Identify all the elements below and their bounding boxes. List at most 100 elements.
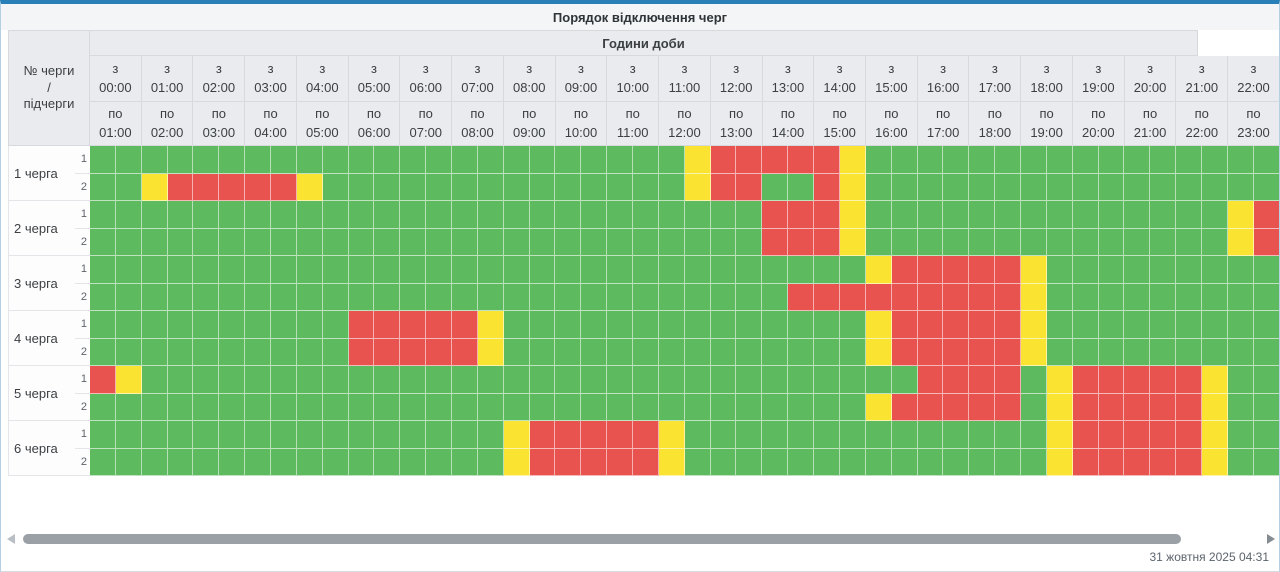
schedule-cell	[141, 421, 168, 449]
schedule-cell	[788, 146, 815, 174]
schedule-cell	[1253, 283, 1279, 311]
schedule-cell	[348, 448, 375, 476]
schedule-cell	[736, 338, 763, 366]
schedule-cell	[1046, 146, 1073, 174]
schedule-cell	[296, 173, 323, 201]
schedule-cell	[865, 146, 892, 174]
schedule-cell	[710, 338, 737, 366]
schedule-cell	[891, 448, 918, 476]
corner-line-3: підчерги	[23, 96, 75, 112]
schedule-cell	[1098, 173, 1125, 201]
schedule-cell	[374, 338, 401, 366]
schedule-cell	[1020, 228, 1047, 256]
schedule-cell	[322, 311, 349, 339]
schedule-cell	[555, 448, 582, 476]
schedule-cell	[1253, 173, 1279, 201]
schedule-cell	[633, 366, 659, 394]
schedule-cell	[633, 146, 659, 174]
schedule-cell	[581, 201, 608, 229]
schedule-cell	[969, 146, 996, 174]
schedule-cell	[245, 201, 272, 229]
schedule-cell	[1253, 146, 1279, 174]
schedule-cell	[271, 421, 297, 449]
schedule-cell	[452, 421, 478, 449]
schedule-cell	[710, 283, 737, 311]
schedule-cell	[115, 173, 142, 201]
schedule-cell	[969, 421, 996, 449]
schedule-cell	[1020, 173, 1047, 201]
hours-of-day-header: Години доби	[90, 30, 1198, 56]
schedule-cell	[710, 201, 737, 229]
schedule-cell	[788, 366, 815, 394]
schedule-cell	[633, 448, 659, 476]
subqueue-number: 2	[75, 338, 90, 366]
schedule-cell	[684, 256, 711, 284]
schedule-cell	[400, 201, 427, 229]
schedule-cell	[271, 256, 297, 284]
subqueue-cells-column	[90, 256, 1279, 311]
schedule-cell	[1098, 256, 1125, 284]
schedule-cell	[865, 338, 892, 366]
schedule-cell	[555, 393, 582, 421]
schedule-cell	[115, 146, 142, 174]
scroll-left-icon[interactable]	[7, 534, 15, 544]
schedule-cell	[736, 366, 763, 394]
schedule-cell	[839, 256, 866, 284]
schedule-cell	[943, 146, 970, 174]
schedule-cell	[452, 393, 478, 421]
schedule-cell	[1098, 448, 1125, 476]
queue-label: 5 черга	[8, 366, 75, 421]
schedule-cell	[762, 448, 789, 476]
schedule-cell	[219, 393, 246, 421]
schedule-cell	[1098, 366, 1125, 394]
schedule-cell	[607, 256, 634, 284]
schedule-cell	[1046, 228, 1073, 256]
schedule-cell	[762, 366, 789, 394]
schedule-cell	[943, 338, 970, 366]
schedule-cell	[271, 366, 297, 394]
schedule-cell	[167, 421, 194, 449]
scrollbar-track[interactable]	[21, 534, 1261, 544]
schedule-cell	[322, 173, 349, 201]
scroll-right-icon[interactable]	[1267, 534, 1275, 544]
schedule-cell	[607, 338, 634, 366]
scrollbar-thumb[interactable]	[23, 534, 1181, 544]
schedule-cell	[1046, 393, 1073, 421]
schedule-cell	[271, 393, 297, 421]
subqueue-number: 2	[75, 173, 90, 201]
time-from-cell: з 10:00	[607, 56, 660, 102]
schedule-cell	[710, 366, 737, 394]
schedule-cell	[581, 228, 608, 256]
schedule-cell	[1046, 256, 1073, 284]
schedule-cell	[477, 146, 504, 174]
schedule-cell	[1072, 146, 1099, 174]
schedule-cell	[529, 448, 556, 476]
schedule-cell	[1124, 283, 1151, 311]
schedule-cell	[814, 256, 840, 284]
subqueue-cells-column	[90, 201, 1279, 256]
schedule-cell	[658, 256, 685, 284]
schedule-cell	[90, 393, 116, 421]
schedule-cell	[193, 448, 220, 476]
schedule-cell	[1227, 201, 1254, 229]
schedule-cell	[943, 283, 970, 311]
schedule-cell	[193, 173, 220, 201]
schedule-cell	[814, 448, 840, 476]
schedule-cell	[814, 146, 840, 174]
time-column: з 02:00 по 03:00	[193, 56, 246, 146]
schedule-cell	[296, 366, 323, 394]
schedule-cell	[1201, 421, 1228, 449]
schedule-cell	[322, 201, 349, 229]
schedule-cell	[322, 146, 349, 174]
time-from-cell: з 08:00	[503, 56, 556, 102]
schedule-cell	[607, 366, 634, 394]
schedule-cell	[141, 201, 168, 229]
schedule-cell	[814, 201, 840, 229]
schedule-cell	[1098, 311, 1125, 339]
schedule-cell	[839, 421, 866, 449]
horizontal-scrollbar[interactable]	[1, 532, 1279, 546]
last-updated-timestamp: 31 жовтня 2025 04:31	[1149, 550, 1269, 564]
schedule-cell	[788, 448, 815, 476]
schedule-cell	[296, 146, 323, 174]
